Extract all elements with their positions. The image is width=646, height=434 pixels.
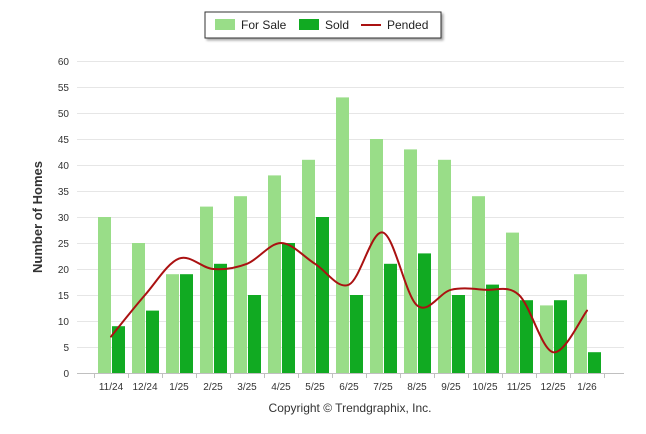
bar-sold-8/25: Sold 8/25: 23 bbox=[418, 253, 431, 373]
bar-sold-6/25: Sold 6/25: 15 bbox=[350, 295, 363, 373]
x-tick-label-11/24: 11/24 bbox=[99, 382, 124, 393]
x-tick-label-8/25: 8/25 bbox=[407, 382, 427, 393]
x-tick-label-6/25: 6/25 bbox=[339, 382, 359, 393]
pended-line-layer: Pended 11/24: 7 Pended 12/24: 15 Pended 1/… bbox=[108, 230, 590, 355]
legend-label-pended: Pended bbox=[387, 18, 428, 32]
bar-for-sale-11/25: For Sale 11/25: 27 bbox=[506, 232, 519, 373]
y-axis-title: Number of Homes bbox=[30, 161, 45, 273]
pended-point-5/25: Pended 5/25: 21 bbox=[312, 261, 318, 267]
y-tick-label-0: 0 bbox=[63, 369, 69, 380]
bar-sold-7/25: Sold 7/25: 21 bbox=[384, 263, 397, 373]
bar-for-sale-11/24: For Sale 11/24: 30 bbox=[98, 217, 111, 373]
x-tick-label-4/25: 4/25 bbox=[271, 382, 291, 393]
x-tick-label-12/25: 12/25 bbox=[540, 382, 565, 393]
x-tick-label-11/25: 11/25 bbox=[507, 382, 532, 393]
y-tick-label-15: 15 bbox=[58, 291, 70, 302]
pended-line bbox=[110, 231, 588, 354]
pended-point-11/24: Pended 11/24: 7 bbox=[108, 334, 114, 340]
bars: For Sale 11/24: 30Sold 11/24: 9 For Sale … bbox=[98, 97, 601, 374]
bar-sold-9/25: Sold 9/25: 15 bbox=[452, 295, 465, 373]
legend-label-for-sale: For Sale bbox=[241, 18, 287, 32]
bar-for-sale-5/25: For Sale 5/25: 41 bbox=[302, 159, 315, 373]
pended-point-8/25: Pended 8/25: 13 bbox=[414, 302, 420, 308]
legend-item-pended[interactable]: Pended bbox=[361, 18, 428, 32]
bar-for-sale-6/25: For Sale 6/25: 53 bbox=[336, 97, 349, 374]
bar-for-sale-1/26: For Sale 1/26: 19 bbox=[574, 274, 587, 373]
bar-sold-1/25: Sold 1/25: 19 bbox=[180, 274, 193, 373]
pended-point-7/25: Pended 7/25: 27 bbox=[380, 230, 386, 236]
y-tick-label-20: 20 bbox=[58, 265, 70, 276]
x-tick-label-1/25: 1/25 bbox=[169, 382, 189, 393]
x-tick-label-10/25: 10/25 bbox=[472, 382, 497, 393]
legend-label-sold: Sold bbox=[325, 18, 349, 32]
legend-swatch-sold bbox=[299, 19, 319, 30]
pended-point-12/24: Pended 12/24: 15 bbox=[142, 292, 148, 298]
y-tick-label-10: 10 bbox=[58, 317, 70, 328]
bar-for-sale-1/25: For Sale 1/25: 19 bbox=[166, 274, 179, 373]
y-tick-label-35: 35 bbox=[58, 187, 70, 198]
bar-sold-11/25: Sold 11/25: 14 bbox=[520, 300, 533, 373]
bar-for-sale-12/24: For Sale 12/24: 25 bbox=[132, 243, 145, 373]
bar-for-sale-9/25: For Sale 9/25: 41 bbox=[438, 159, 451, 373]
y-tick-label-25: 25 bbox=[58, 239, 70, 250]
y-tick-label-45: 45 bbox=[58, 135, 70, 146]
bar-sold-5/25: Sold 5/25: 30 bbox=[316, 217, 329, 373]
pended-point-12/25: Pended 12/25: 4 bbox=[550, 349, 556, 355]
legend-box bbox=[204, 11, 442, 39]
pended-point-4/25: Pended 4/25: 25 bbox=[278, 240, 284, 246]
pended-point-1/26: Pended 1/26: 12 bbox=[584, 308, 590, 314]
bar-sold-3/25: Sold 3/25: 15 bbox=[248, 295, 261, 373]
pended-point-6/25: Pended 6/25: 17 bbox=[346, 282, 352, 288]
x-tick-label-12/24: 12/24 bbox=[132, 382, 157, 393]
bar-sold-11/24: Sold 11/24: 9 bbox=[112, 326, 125, 373]
legend-item-sold[interactable]: Sold bbox=[299, 18, 349, 32]
y-tick-label-50: 50 bbox=[58, 109, 70, 120]
pended-point-10/25: Pended 10/25: 16 bbox=[482, 287, 488, 293]
bar-for-sale-12/25: For Sale 12/25: 13 bbox=[540, 305, 553, 373]
bar-sold-4/25: Sold 4/25: 25 bbox=[282, 243, 295, 373]
x-tick-label-1/26: 1/26 bbox=[577, 382, 597, 393]
bar-for-sale-3/25: For Sale 3/25: 34 bbox=[234, 196, 247, 373]
chart-credit: Copyright © Trendgraphix, Inc. bbox=[269, 401, 432, 415]
y-tick-label-60: 60 bbox=[58, 57, 70, 68]
pended-point-3/25: Pended 3/25: 21 bbox=[244, 261, 250, 267]
x-tick-label-9/25: 9/25 bbox=[441, 382, 461, 393]
y-tick-label-30: 30 bbox=[58, 213, 70, 224]
pended-point-2/25: Pended 2/25: 20 bbox=[210, 266, 216, 272]
bar-sold-12/24: Sold 12/24: 12 bbox=[146, 310, 159, 373]
x-tick-label-5/25: 5/25 bbox=[305, 382, 325, 393]
bar-for-sale-7/25: For Sale 7/25: 45 bbox=[370, 139, 383, 373]
bar-for-sale-2/25: For Sale 2/25: 32 bbox=[200, 206, 213, 373]
bar-sold-1/26: Sold 1/26: 4 bbox=[588, 352, 601, 373]
y-tick-label-55: 55 bbox=[58, 83, 70, 94]
pended-point-1/25: Pended 1/25: 22 bbox=[176, 256, 182, 262]
legend-swatch-for-sale bbox=[215, 19, 235, 30]
bar-sold-10/25: Sold 10/25: 17 bbox=[486, 284, 499, 373]
bar-for-sale-10/25: For Sale 10/25: 34 bbox=[472, 196, 485, 373]
x-tick-label-3/25: 3/25 bbox=[237, 382, 257, 393]
legend: For Sale Sold Pended bbox=[204, 11, 442, 39]
bar-for-sale-4/25: For Sale 4/25: 38 bbox=[268, 175, 281, 373]
x-axis-ticks: 11/24 12/24 1/25 2/25 3/25 4/25 5/25 6/25 7/25 8/… bbox=[94, 373, 605, 393]
bar-for-sale-8/25: For Sale 8/25: 43 bbox=[404, 149, 417, 373]
x-tick-label-7/25: 7/25 bbox=[373, 382, 393, 393]
y-tick-label-5: 5 bbox=[63, 343, 69, 354]
x-tick-label-2/25: 2/25 bbox=[203, 382, 223, 393]
legend-item-for-sale[interactable]: For Sale bbox=[215, 18, 287, 32]
y-axis-ticks: 0 5 10 15 20 25 30 35 40 45 50 55 60 bbox=[58, 57, 70, 380]
pended-point-9/25: Pended 9/25: 16 bbox=[448, 287, 454, 293]
y-tick-label-40: 40 bbox=[58, 161, 70, 172]
bar-sold-2/25: Sold 2/25: 21 bbox=[214, 263, 227, 373]
pended-point-11/25: Pended 11/25: 15 bbox=[516, 292, 522, 298]
bar-sold-12/25: Sold 12/25: 14 bbox=[554, 300, 567, 373]
